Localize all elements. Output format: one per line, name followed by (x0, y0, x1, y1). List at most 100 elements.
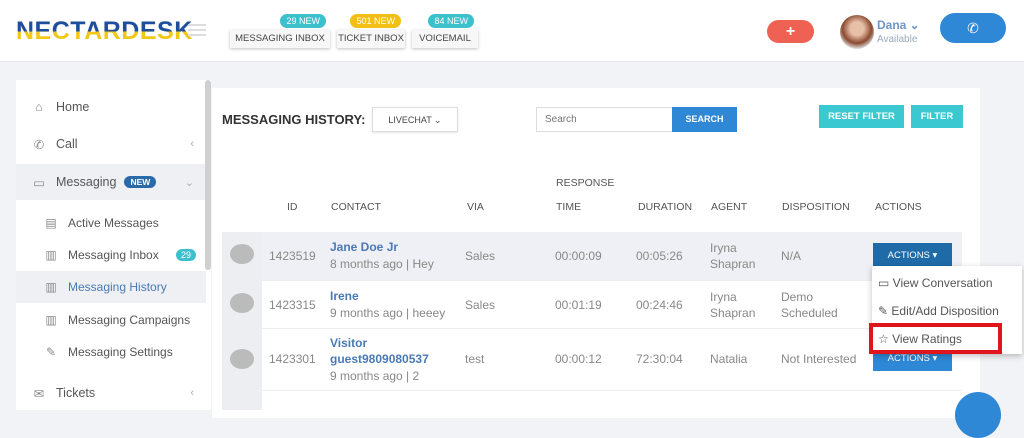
sidebar-item-messaging-settings[interactable]: ✎ Messaging Settings (16, 336, 206, 368)
column-header-duration: DURATION (638, 201, 693, 213)
chevron-left-icon: ‹ (190, 138, 194, 150)
message-icon: ▭ (33, 175, 45, 190)
duration: 72:30:04 (636, 352, 683, 366)
label: Active Messages (68, 216, 159, 230)
badge: 84 NEW (428, 14, 474, 28)
ticket-inbox-button[interactable]: 501 NEW TICKET INBOX (337, 14, 405, 48)
search-input[interactable] (536, 107, 673, 132)
reset-filter-button[interactable]: RESET FILTER (819, 105, 904, 128)
avatar[interactable] (840, 15, 874, 49)
row-id: 1423301 (269, 352, 316, 366)
sidebar: ⌂ Home ✆ Call ‹ ▭ Messaging NEW ⌄ ▤ Active Mess… (16, 80, 211, 410)
sidebar-item-messaging-campaigns[interactable]: ▥ Messaging Campaigns (16, 304, 206, 336)
edit-icon: ✎ (878, 304, 892, 318)
agent: Natalia (710, 352, 748, 366)
table-row[interactable]: 1423315 Irene 9 months ago | heeey Sales… (222, 280, 962, 328)
agent: Iryna Shapran (710, 241, 756, 271)
menu-item-edit-disposition[interactable]: ✎ Edit/Add Disposition (878, 304, 999, 318)
table-row[interactable] (222, 390, 962, 410)
sidebar-item-home[interactable]: ⌂ Home (16, 89, 206, 125)
column-header-response: RESPONSE (556, 177, 615, 189)
filter-button[interactable]: FILTER (911, 105, 963, 128)
column-header-via: VIA (467, 201, 484, 213)
table-row[interactable]: 1423301 Visitor guest9809080537 9 months… (222, 328, 962, 390)
label: Messaging Inbox (68, 248, 159, 262)
add-button[interactable]: + (767, 20, 814, 43)
logo[interactable]: NECTARDESK (16, 17, 193, 45)
contact-meta: 8 months ago | Hey (330, 257, 434, 271)
phone-button[interactable]: ✆ (940, 13, 1006, 43)
label: Messaging (56, 175, 117, 189)
badge: 501 NEW (350, 14, 401, 28)
duration: 00:24:46 (636, 298, 683, 312)
menu-item-view-conversation[interactable]: ▭ View Conversation (878, 276, 993, 290)
channel-dropdown[interactable]: LIVECHAT ⌄ (372, 107, 458, 132)
column-header-agent: AGENT (711, 201, 748, 213)
sidebar-item-messaging-history[interactable]: ▥ Messaging History (16, 271, 206, 303)
label: Home (56, 100, 90, 114)
label: View Ratings (892, 332, 962, 346)
star-icon: ☆ (878, 332, 893, 346)
label: TICKET INBOX (338, 33, 404, 44)
messaging-inbox-button[interactable]: 29 NEW MESSAGING INBOX (230, 14, 330, 48)
response-time: 00:01:19 (555, 298, 602, 312)
sidebar-item-tickets[interactable]: ✉ Tickets ‹ (16, 375, 206, 411)
label: View Conversation (892, 276, 993, 290)
phone-icon: ✆ (33, 137, 45, 152)
column-header-actions: ACTIONS (875, 201, 922, 213)
via: Sales (465, 249, 496, 263)
sidebar-scrollbar[interactable] (205, 80, 211, 270)
label: Messaging Campaigns (68, 313, 191, 327)
contact-meta: 9 months ago | heeey (330, 306, 446, 320)
badge: 29 NEW (280, 14, 326, 28)
disposition: Not Interested (781, 352, 857, 366)
voicemail-button[interactable]: 84 NEW VOICEMAIL (412, 14, 478, 48)
actions-button[interactable]: ACTIONS ▾ (873, 243, 952, 268)
sidebar-item-active-messages[interactable]: ▤ Active Messages (16, 207, 206, 239)
user-name[interactable]: Dana ⌄ (877, 18, 920, 32)
label: MESSAGING INBOX (235, 33, 325, 44)
message-icon: ▤ (45, 216, 57, 230)
column-header-disposition: DISPOSITION (782, 201, 850, 213)
table-row[interactable]: 1423519 Jane Doe Jr 8 months ago | Hey S… (222, 232, 962, 280)
comment-icon: ▭ (878, 276, 893, 290)
response-time: 00:00:12 (555, 352, 602, 366)
actions-menu: ▭ View Conversation ✎ Edit/Add Dispositi… (872, 266, 1022, 354)
channel-cell (222, 281, 262, 328)
disposition: Demo Scheduled (781, 290, 838, 320)
label: Edit/Add Disposition (891, 304, 999, 318)
sidebar-item-messaging[interactable]: ▭ Messaging NEW ⌄ (16, 164, 206, 200)
phone-icon: ✆ (967, 20, 979, 36)
chat-widget-button[interactable] (955, 392, 1001, 438)
channel-cell (222, 232, 262, 280)
count-badge: 29 (175, 249, 196, 261)
via: test (465, 352, 485, 366)
row-id: 1423519 (269, 249, 316, 263)
contact-link[interactable]: Irene (330, 289, 359, 303)
menu-item-view-ratings[interactable]: ☆ View Ratings (878, 332, 962, 346)
column-header-id: ID (287, 201, 298, 213)
channel-cell (222, 329, 262, 390)
channel-cell (222, 391, 262, 410)
label: VOICEMAIL (419, 33, 471, 44)
column-header-contact: CONTACT (331, 201, 381, 213)
row-id: 1423315 (269, 298, 316, 312)
menu-toggle-icon[interactable] (188, 24, 206, 36)
page-title: MESSAGING HISTORY: (222, 112, 366, 127)
sidebar-item-messaging-inbox[interactable]: ▥ Messaging Inbox 29 (16, 239, 206, 271)
contact-link[interactable]: Visitor guest9809080537 (330, 336, 429, 366)
response-time: 00:00:09 (555, 249, 602, 263)
label: Messaging History (68, 280, 167, 294)
duration: 00:05:26 (636, 249, 683, 263)
label: Messaging Settings (68, 345, 173, 359)
sidebar-item-call[interactable]: ✆ Call ‹ (16, 126, 206, 162)
column-header-time: TIME (556, 201, 582, 213)
ticket-icon: ✉ (33, 386, 45, 401)
search-button[interactable]: SEARCH (672, 107, 737, 132)
contact-link[interactable]: Jane Doe Jr (330, 240, 399, 254)
book-icon: ▥ (45, 280, 57, 294)
chat-bubble-icon (230, 244, 254, 264)
contact-meta: 9 months ago | 2 (330, 369, 420, 383)
book-icon: ▥ (45, 313, 57, 327)
chat-bubble-icon (230, 349, 254, 369)
